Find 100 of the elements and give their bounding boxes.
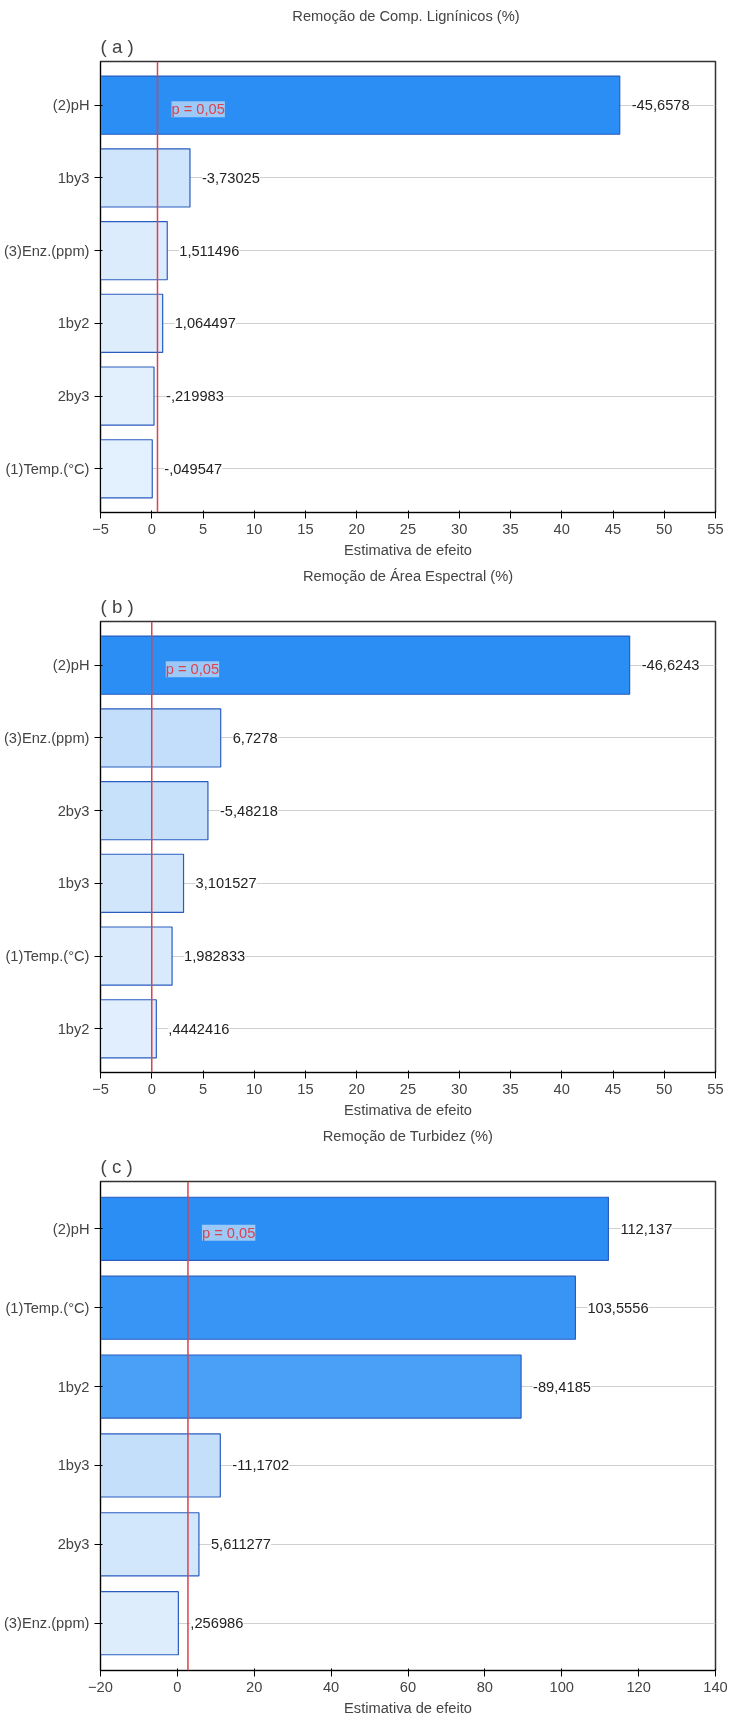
x-tick-label: 140 bbox=[703, 1678, 728, 1695]
bar bbox=[100, 1591, 179, 1656]
x-tick-label: 50 bbox=[656, 520, 673, 537]
chart-title: Remoção de Comp. Lignínicos (%) bbox=[292, 7, 520, 24]
x-tick-label: 40 bbox=[553, 1080, 570, 1097]
y-tick-label: (3)Enz.(ppm) bbox=[3, 729, 90, 746]
text: ( b ) bbox=[100, 595, 134, 617]
y-tick-label: 1by2 bbox=[57, 1020, 90, 1037]
y-tick-label: (1)Temp.(°C) bbox=[5, 460, 90, 477]
bar bbox=[100, 853, 185, 914]
annotation: 103,5556 bbox=[587, 1299, 649, 1316]
x-tick-label: 60 bbox=[399, 1678, 417, 1695]
annotation: ,4442416 bbox=[168, 1020, 230, 1037]
bar bbox=[100, 1433, 221, 1498]
x-tick-label: 40 bbox=[553, 520, 570, 537]
y-tick-label: (2)pH bbox=[52, 657, 90, 674]
x-tick-label: 25 bbox=[399, 520, 417, 537]
x-tick-label: 20 bbox=[348, 520, 365, 537]
y-tick-label: 1by2 bbox=[57, 1378, 90, 1395]
y-tick-label: (1)Temp.(°C) bbox=[5, 1299, 90, 1316]
x-tick-label: −5 bbox=[92, 1080, 109, 1097]
x-tick-label: 80 bbox=[476, 1678, 494, 1695]
annotation: -11,1702 bbox=[232, 1457, 290, 1474]
x-axis-title: Estimativa de efeito bbox=[344, 541, 472, 558]
y-tick-label: 1by3 bbox=[57, 1457, 90, 1474]
x-tick-label: 15 bbox=[297, 1080, 314, 1097]
x-tick-label: 20 bbox=[348, 1080, 365, 1097]
x-tick-label: 10 bbox=[246, 1080, 263, 1097]
y-tick-label: (2)pH bbox=[52, 97, 90, 114]
bar bbox=[100, 999, 157, 1059]
annotation: 1,982833 bbox=[184, 948, 246, 965]
x-tick-label: 40 bbox=[322, 1678, 340, 1695]
x-tick-label: 35 bbox=[502, 520, 519, 537]
y-tick-label: 1by3 bbox=[57, 169, 90, 186]
bar bbox=[100, 439, 153, 499]
bar bbox=[100, 1512, 200, 1577]
y-tick-label: 2by3 bbox=[57, 1536, 90, 1553]
annotation: p = 0,05 bbox=[165, 661, 220, 678]
x-tick-label: 5 bbox=[198, 520, 208, 537]
annotation: 3,101527 bbox=[195, 875, 257, 892]
x-tick-label: 55 bbox=[707, 1080, 724, 1097]
annotation: -3,73025 bbox=[201, 169, 260, 186]
bar bbox=[100, 1196, 609, 1261]
x-tick-label: −20 bbox=[88, 1678, 113, 1695]
bar bbox=[100, 366, 155, 426]
bar bbox=[100, 708, 222, 768]
x-tick-label: 5 bbox=[198, 1080, 208, 1097]
annotation: -45,6578 bbox=[631, 97, 690, 114]
annotation: p = 0,05 bbox=[171, 101, 225, 118]
x-tick-label: 30 bbox=[451, 520, 468, 537]
bar bbox=[100, 635, 631, 695]
bar bbox=[100, 1275, 577, 1340]
bar bbox=[100, 780, 209, 841]
x-axis-title: Estimativa de efeito bbox=[344, 1699, 472, 1716]
bar bbox=[100, 1354, 522, 1419]
annotation: -,049547 bbox=[164, 460, 223, 477]
annotation: 1,511496 bbox=[179, 242, 240, 259]
y-tick-label: (2)pH bbox=[52, 1220, 90, 1237]
y-tick-label: (1)Temp.(°C) bbox=[5, 948, 90, 965]
annotation: p = 0,05 bbox=[201, 1224, 256, 1241]
x-tick-label: 120 bbox=[626, 1678, 651, 1695]
annotation: -,219983 bbox=[166, 388, 224, 405]
x-tick-label: 20 bbox=[246, 1678, 263, 1695]
chart-title: Remoção de Turbidez (%) bbox=[322, 1127, 493, 1144]
bar bbox=[100, 75, 621, 135]
y-tick-label: 1by2 bbox=[57, 315, 90, 332]
x-tick-label: 0 bbox=[147, 1080, 156, 1097]
bar bbox=[100, 293, 164, 354]
annotation: -5,48218 bbox=[219, 802, 278, 819]
y-tick-label: (3)Enz.(ppm) bbox=[3, 242, 90, 259]
text: ( c ) bbox=[100, 1155, 133, 1177]
annotation: 5,611277 bbox=[210, 1536, 271, 1553]
x-tick-label: 45 bbox=[604, 1080, 622, 1097]
annotation: ,256986 bbox=[190, 1615, 244, 1632]
x-tick-label: 35 bbox=[502, 1080, 519, 1097]
annotation: -46,6243 bbox=[641, 657, 700, 674]
x-tick-label: 50 bbox=[656, 1080, 673, 1097]
annotation: 112,137 bbox=[620, 1220, 673, 1237]
x-tick-label: 45 bbox=[604, 520, 622, 537]
annotation: 6,7278 bbox=[232, 729, 278, 746]
bar bbox=[100, 926, 173, 986]
x-tick-label: 15 bbox=[297, 520, 314, 537]
x-tick-label: 0 bbox=[173, 1678, 182, 1695]
x-tick-label: −5 bbox=[92, 520, 109, 537]
y-tick-label: 2by3 bbox=[57, 802, 90, 819]
x-tick-label: 25 bbox=[399, 1080, 417, 1097]
bar bbox=[100, 148, 191, 208]
x-tick-label: 0 bbox=[147, 520, 156, 537]
x-tick-label: 100 bbox=[549, 1678, 574, 1695]
y-tick-label: 2by3 bbox=[57, 388, 90, 405]
x-tick-label: 55 bbox=[707, 520, 724, 537]
x-tick-label: 10 bbox=[246, 520, 263, 537]
chart-title: Remoção de Área Espectral (%) bbox=[302, 567, 514, 584]
x-tick-label: 30 bbox=[451, 1080, 468, 1097]
x-axis-title: Estimativa de efeito bbox=[344, 1101, 472, 1118]
annotation: -89,4185 bbox=[533, 1378, 591, 1395]
y-tick-label: (3)Enz.(ppm) bbox=[3, 1615, 90, 1632]
bar bbox=[100, 220, 168, 281]
text: ( a ) bbox=[100, 35, 134, 57]
y-tick-label: 1by3 bbox=[57, 875, 90, 892]
